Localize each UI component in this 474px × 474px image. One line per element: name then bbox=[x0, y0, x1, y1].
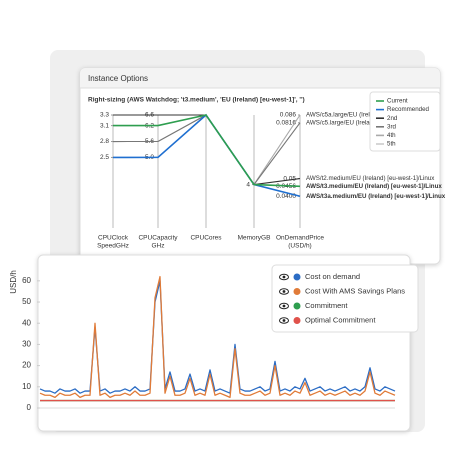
visibility-icon bbox=[279, 273, 289, 281]
instance-label: AWS/t3.medium/EU (Ireland) [eu-west-1]/L… bbox=[306, 183, 442, 190]
axis-label: OnDemandPrice bbox=[276, 235, 324, 242]
axis-label: CPUClock bbox=[98, 235, 129, 242]
card-header bbox=[80, 68, 440, 88]
axis-label: (USD/h) bbox=[288, 243, 311, 250]
y-tick-label: 60 bbox=[22, 276, 31, 285]
legend-label: Cost on demand bbox=[305, 272, 360, 281]
tick-label: 0.0816 bbox=[276, 119, 296, 126]
visibility-icon-pupil bbox=[282, 319, 286, 322]
y-tick-label: 30 bbox=[22, 340, 31, 349]
y-tick-label: 20 bbox=[22, 361, 31, 370]
legend-swatch bbox=[293, 317, 301, 324]
instance-label: AWS/c5.large/EU (Ireland) [eu-west-1]/Li… bbox=[306, 119, 428, 126]
panel-title: Instance Options bbox=[88, 74, 148, 83]
legend-swatch bbox=[293, 288, 301, 295]
tick-label: 2.8 bbox=[100, 138, 109, 145]
y-tick-label: 10 bbox=[22, 382, 31, 391]
tick-label: 3.1 bbox=[100, 122, 109, 129]
tick-label: 4 bbox=[246, 181, 250, 188]
legend-label: Optimal Commitment bbox=[305, 315, 376, 324]
legend-label: Current bbox=[387, 98, 408, 105]
y-tick-label: 50 bbox=[22, 297, 31, 306]
legend-label: Cost With AMS Savings Plans bbox=[305, 286, 405, 295]
legend-swatch bbox=[293, 273, 301, 281]
legend-label: 3rd bbox=[387, 123, 397, 130]
visibility-icon bbox=[279, 317, 289, 324]
y-tick-label: 40 bbox=[22, 318, 31, 327]
instance-label: AWS/t3a.medium/EU (Ireland) [eu-west-1]/… bbox=[306, 193, 446, 200]
legend-box bbox=[369, 91, 441, 152]
legend-label: 5th bbox=[387, 141, 396, 148]
axis-label: SpeedGHz bbox=[97, 243, 129, 250]
legend-label: 4th bbox=[387, 132, 396, 139]
axis-label: CPUCapacity bbox=[138, 235, 178, 242]
visibility-icon bbox=[279, 302, 289, 310]
series-line bbox=[39, 275, 396, 399]
y-tick-label: 0 bbox=[27, 403, 32, 412]
axis-label: GHz bbox=[152, 243, 165, 250]
tick-label: 2.5 bbox=[100, 154, 109, 161]
visibility-icon-pupil bbox=[282, 275, 286, 279]
legend-box bbox=[271, 264, 419, 333]
legend-label: Commitment bbox=[305, 301, 348, 310]
tick-label: 0.05 bbox=[283, 175, 296, 182]
visibility-icon-pupil bbox=[282, 290, 286, 293]
tick-label: 3.3 bbox=[100, 112, 109, 119]
legend-swatch bbox=[293, 302, 301, 310]
legend-label: 2nd bbox=[387, 115, 398, 122]
tick-label: 0.086 bbox=[280, 112, 297, 119]
instance-label: AWS/t2.medium/EU (Ireland) [eu-west-1]/L… bbox=[306, 175, 435, 182]
series-line bbox=[112, 114, 301, 188]
visibility-icon bbox=[279, 288, 289, 295]
axis-label: MemoryGB bbox=[238, 235, 271, 242]
visibility-icon-pupil bbox=[282, 304, 286, 308]
axis-label: CPUCores bbox=[190, 235, 222, 242]
cost-chart-card: USD/h 0 10 20 30 40 50 60 Cost on demand Cost Wi… bbox=[9, 254, 419, 432]
instance-options-card: Instance Options Right-sizing (AWS Watch… bbox=[79, 67, 446, 265]
y-axis-label: USD/h bbox=[9, 270, 18, 294]
legend-label: Recommended bbox=[387, 106, 430, 113]
tick-label: 0.0400 bbox=[276, 193, 296, 200]
instance-label: AWS/c5a.large/EU (Ireland) [eu-west-1]/L… bbox=[306, 112, 432, 119]
chart-title: Right-sizing (AWS Watchdog; 't3.medium',… bbox=[88, 97, 305, 104]
